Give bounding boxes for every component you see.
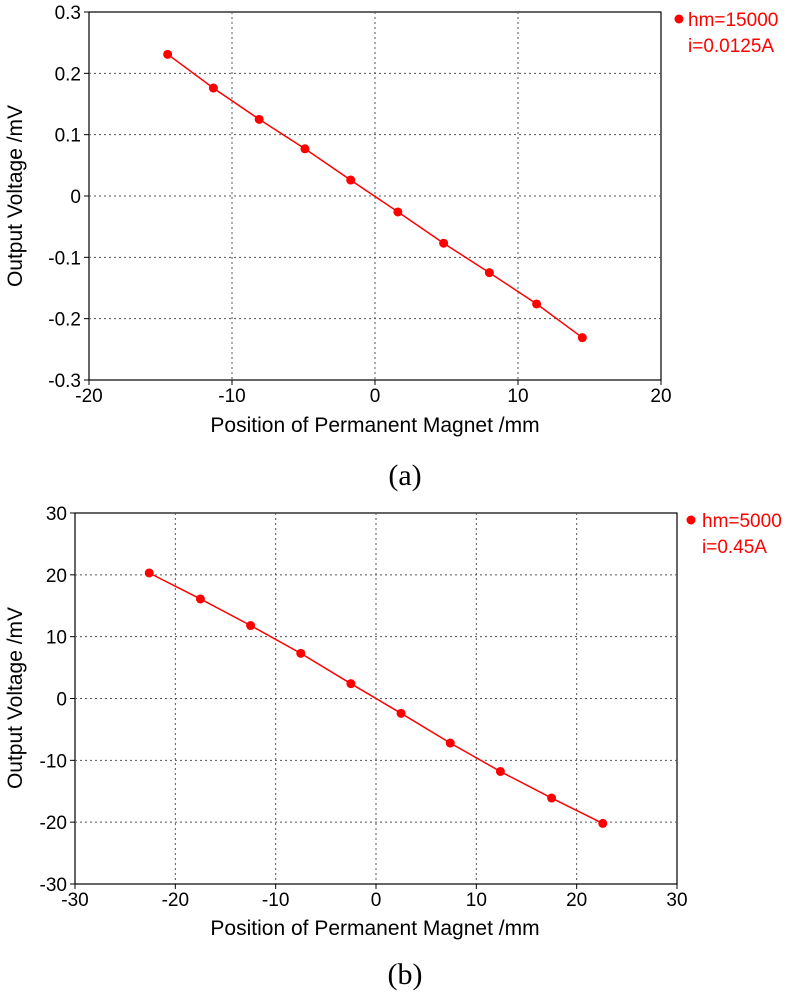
data-point: [346, 679, 356, 689]
chart-panel-a: 0.3 0.2 0.1 0 -0.1 -0.2 -0.3 -20 -10 0 10 20 Posit…: [4, 3, 778, 492]
x-axis-title-a: Position of Permanent Magnet /mm: [210, 414, 539, 437]
grid-a: [84, 11, 662, 385]
x-tick-label: 0: [371, 890, 382, 911]
data-points-b: [144, 568, 608, 828]
legend-label-b-1: hm=5000: [702, 511, 782, 532]
data-point: [577, 333, 587, 343]
y-tick-label: 30: [46, 504, 67, 525]
x-tick-label: -10: [218, 386, 245, 407]
x-tick-label: -30: [61, 890, 88, 911]
panel-caption-a: (a): [388, 459, 421, 492]
x-tick-label: -10: [262, 890, 289, 911]
x-axis-title-b: Position of Permanent Magnet /mm: [210, 917, 539, 940]
panel-caption-b: (b): [388, 958, 423, 991]
y-tick-label: -30: [40, 875, 67, 896]
data-point: [495, 766, 505, 776]
y-tick-labels-b: 30 20 10 0 -10 -20 -30: [40, 504, 67, 896]
legend-label-a-2: i=0.0125A: [688, 36, 774, 57]
data-point: [163, 49, 173, 59]
data-point: [346, 175, 356, 185]
series-line-a: [167, 53, 583, 339]
x-tick-labels-a: -20 -10 0 10 20: [75, 386, 671, 407]
y-tick-label: -0.3: [48, 371, 81, 392]
x-tick-label: 20: [566, 890, 587, 911]
data-point: [396, 708, 406, 718]
y-tick-label: 10: [46, 628, 67, 649]
data-point: [195, 594, 205, 604]
y-axis-title-a: Output Voltage /mV: [4, 105, 27, 287]
grid-b: [70, 512, 678, 889]
data-point: [439, 238, 449, 248]
data-point: [300, 144, 310, 154]
y-tick-label: 0.2: [55, 64, 81, 85]
data-point: [246, 621, 256, 631]
legend-marker-b: [686, 515, 696, 525]
y-tick-label: 0: [70, 187, 81, 208]
y-tick-label: 0.1: [55, 126, 81, 147]
y-tick-label: 0: [56, 690, 67, 711]
data-point: [296, 648, 306, 658]
y-axis-title-b: Output Voltage /mV: [4, 607, 27, 789]
y-tick-label: -20: [40, 813, 67, 834]
data-point: [208, 83, 218, 93]
data-point: [532, 299, 542, 309]
legend-marker-a: [674, 14, 684, 24]
x-tick-label: -20: [162, 890, 189, 911]
y-tick-label: -10: [40, 751, 67, 772]
x-tick-label: -20: [75, 386, 102, 407]
data-point: [144, 568, 154, 578]
x-tick-label: 20: [650, 386, 671, 407]
x-tick-label: 10: [507, 386, 528, 407]
legend-label-b-2: i=0.45A: [702, 537, 767, 558]
x-tick-label: 30: [666, 890, 687, 911]
data-point: [598, 818, 608, 828]
data-point: [547, 793, 557, 803]
data-point: [484, 268, 494, 278]
y-tick-label: 0.3: [55, 3, 81, 24]
y-tick-labels-a: 0.3 0.2 0.1 0 -0.1 -0.2 -0.3: [48, 3, 81, 392]
x-tick-label: 0: [370, 386, 381, 407]
legend-label-a-1: hm=15000: [688, 10, 778, 31]
y-tick-label: -0.1: [48, 248, 81, 269]
series-line-b: [148, 572, 604, 825]
data-points-a: [163, 49, 587, 343]
y-tick-label: 20: [46, 566, 67, 587]
data-point: [254, 114, 264, 124]
x-tick-label: 10: [466, 890, 487, 911]
x-tick-labels-b: -30 -20 -10 0 10 20 30: [61, 890, 687, 911]
data-point: [393, 207, 403, 217]
y-tick-label: -0.2: [48, 310, 81, 331]
chart-panel-b: 30 20 10 0 -10 -20 -30 -30 -20 -10 0 10 20 30 Positi…: [4, 504, 782, 991]
data-point: [445, 738, 455, 748]
